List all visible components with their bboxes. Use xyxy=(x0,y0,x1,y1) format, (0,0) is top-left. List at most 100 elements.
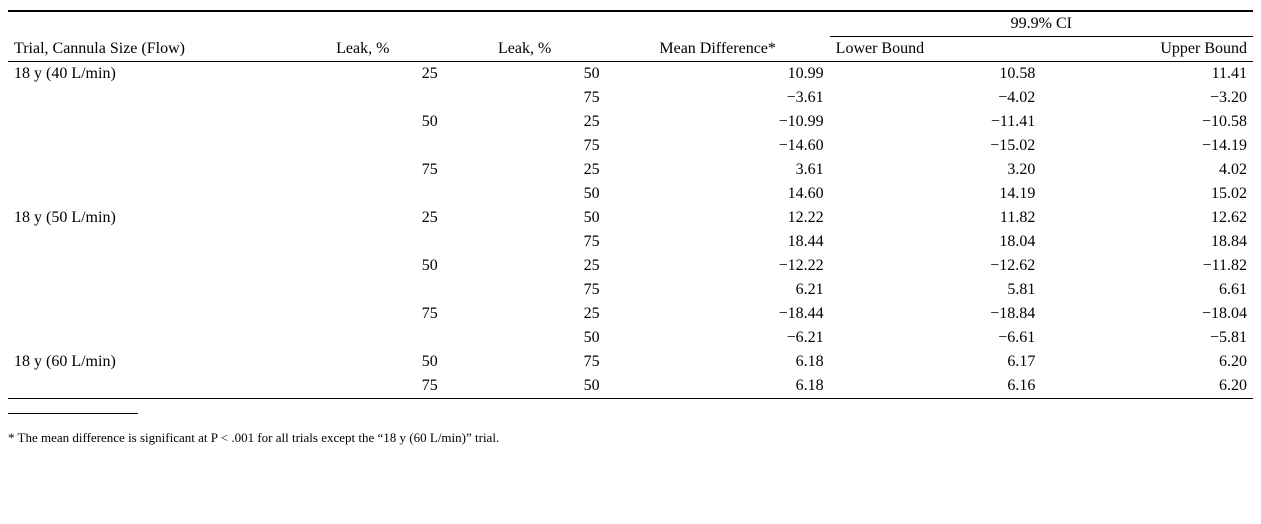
cell-upper-bound: 15.02 xyxy=(1041,182,1253,206)
cell-lower-bound: 6.16 xyxy=(830,374,1042,398)
table-row: 5025−10.99−11.41−10.58 xyxy=(8,110,1253,134)
footnote-text: * The mean difference is significant at … xyxy=(8,426,1253,446)
cell-leak-i xyxy=(282,86,444,110)
cell-lower-bound: 10.58 xyxy=(830,62,1042,87)
cell-leak-i xyxy=(282,278,444,302)
cell-trial: 18 y (60 L/min) xyxy=(8,350,282,374)
table-row: 75−3.61−4.02−3.20 xyxy=(8,86,1253,110)
cell-upper-bound: −11.82 xyxy=(1041,254,1253,278)
table-row: 75506.186.166.20 xyxy=(8,374,1253,398)
cell-leak-j: 50 xyxy=(444,374,606,398)
cell-leak-j: 75 xyxy=(444,86,606,110)
cell-lower-bound: −4.02 xyxy=(830,86,1042,110)
cell-mean-diff: 14.60 xyxy=(606,182,830,206)
cell-upper-bound: 11.41 xyxy=(1041,62,1253,87)
cell-lower-bound: −11.41 xyxy=(830,110,1042,134)
cell-leak-i xyxy=(282,182,444,206)
cell-trial xyxy=(8,110,282,134)
cell-leak-i: 50 xyxy=(282,110,444,134)
cell-lower-bound: 3.20 xyxy=(830,158,1042,182)
cell-upper-bound: 6.20 xyxy=(1041,374,1253,398)
table-row: 756.215.816.61 xyxy=(8,278,1253,302)
cell-leak-i xyxy=(282,134,444,158)
cell-leak-i: 50 xyxy=(282,350,444,374)
cell-mean-diff: 12.22 xyxy=(606,206,830,230)
cell-leak-i: 75 xyxy=(282,374,444,398)
cell-leak-j: 50 xyxy=(444,62,606,87)
table-row: 18 y (60 L/min)50756.186.176.20 xyxy=(8,350,1253,374)
cell-leak-j: 75 xyxy=(444,350,606,374)
col-header-upper-bound: Upper Bound xyxy=(1041,37,1253,62)
cell-trial xyxy=(8,278,282,302)
table-row: 18 y (50 L/min)255012.2211.8212.62 xyxy=(8,206,1253,230)
cell-lower-bound: −15.02 xyxy=(830,134,1042,158)
cell-leak-i: 75 xyxy=(282,302,444,326)
cell-leak-j: 75 xyxy=(444,134,606,158)
cell-leak-j: 50 xyxy=(444,206,606,230)
table-body: 18 y (40 L/min)255010.9910.5811.4175−3.6… xyxy=(8,62,1253,399)
cell-lower-bound: 18.04 xyxy=(830,230,1042,254)
cell-lower-bound: −6.61 xyxy=(830,326,1042,350)
cell-trial xyxy=(8,134,282,158)
cell-upper-bound: 4.02 xyxy=(1041,158,1253,182)
cell-leak-i: 50 xyxy=(282,254,444,278)
cell-leak-i xyxy=(282,326,444,350)
cell-lower-bound: −12.62 xyxy=(830,254,1042,278)
cell-lower-bound: 5.81 xyxy=(830,278,1042,302)
cell-trial xyxy=(8,230,282,254)
cell-leak-j: 75 xyxy=(444,230,606,254)
table-row: 75253.613.204.02 xyxy=(8,158,1253,182)
cell-lower-bound: 11.82 xyxy=(830,206,1042,230)
table-row: 50−6.21−6.61−5.81 xyxy=(8,326,1253,350)
cell-lower-bound: 6.17 xyxy=(830,350,1042,374)
table-row: 75−14.60−15.02−14.19 xyxy=(8,134,1253,158)
cell-leak-i xyxy=(282,230,444,254)
cell-mean-diff: 6.18 xyxy=(606,374,830,398)
cell-leak-j: 25 xyxy=(444,158,606,182)
cell-lower-bound: −18.84 xyxy=(830,302,1042,326)
cell-trial xyxy=(8,374,282,398)
cell-leak-j: 50 xyxy=(444,182,606,206)
cell-trial xyxy=(8,326,282,350)
cell-mean-diff: 6.21 xyxy=(606,278,830,302)
col-header-lower-bound: Lower Bound xyxy=(830,37,1042,62)
cell-leak-j: 25 xyxy=(444,254,606,278)
cell-leak-i: 25 xyxy=(282,206,444,230)
cell-upper-bound: −5.81 xyxy=(1041,326,1253,350)
cell-upper-bound: −14.19 xyxy=(1041,134,1253,158)
cell-mean-diff: 3.61 xyxy=(606,158,830,182)
cell-trial xyxy=(8,86,282,110)
cell-mean-diff: −3.61 xyxy=(606,86,830,110)
table-row: 18 y (40 L/min)255010.9910.5811.41 xyxy=(8,62,1253,87)
cell-upper-bound: −18.04 xyxy=(1041,302,1253,326)
cell-upper-bound: 6.61 xyxy=(1041,278,1253,302)
table-row: 7525−18.44−18.84−18.04 xyxy=(8,302,1253,326)
col-header-meandiff: Mean Difference* xyxy=(606,11,830,61)
cell-mean-diff: 18.44 xyxy=(606,230,830,254)
cell-leak-j: 25 xyxy=(444,110,606,134)
cell-upper-bound: 12.62 xyxy=(1041,206,1253,230)
cell-trial xyxy=(8,182,282,206)
cell-leak-j: 75 xyxy=(444,278,606,302)
col-header-ci: 99.9% CI xyxy=(830,11,1253,37)
cell-trial xyxy=(8,158,282,182)
cell-mean-diff: 10.99 xyxy=(606,62,830,87)
col-header-leak-j: Leak, % xyxy=(444,11,606,61)
data-table: Trial, Cannula Size (Flow) Leak, % Leak,… xyxy=(8,10,1253,399)
cell-leak-i: 25 xyxy=(282,62,444,87)
cell-leak-j: 50 xyxy=(444,326,606,350)
cell-mean-diff: −14.60 xyxy=(606,134,830,158)
cell-upper-bound: −10.58 xyxy=(1041,110,1253,134)
cell-upper-bound: 18.84 xyxy=(1041,230,1253,254)
cell-lower-bound: 14.19 xyxy=(830,182,1042,206)
cell-trial xyxy=(8,302,282,326)
cell-trial: 18 y (50 L/min) xyxy=(8,206,282,230)
col-header-leak-i: Leak, % xyxy=(282,11,444,61)
cell-leak-i: 75 xyxy=(282,158,444,182)
footer-rule xyxy=(8,398,1253,399)
col-header-trial: Trial, Cannula Size (Flow) xyxy=(8,11,282,61)
cell-mean-diff: −18.44 xyxy=(606,302,830,326)
cell-trial xyxy=(8,254,282,278)
cell-leak-j: 25 xyxy=(444,302,606,326)
table-row: 7518.4418.0418.84 xyxy=(8,230,1253,254)
